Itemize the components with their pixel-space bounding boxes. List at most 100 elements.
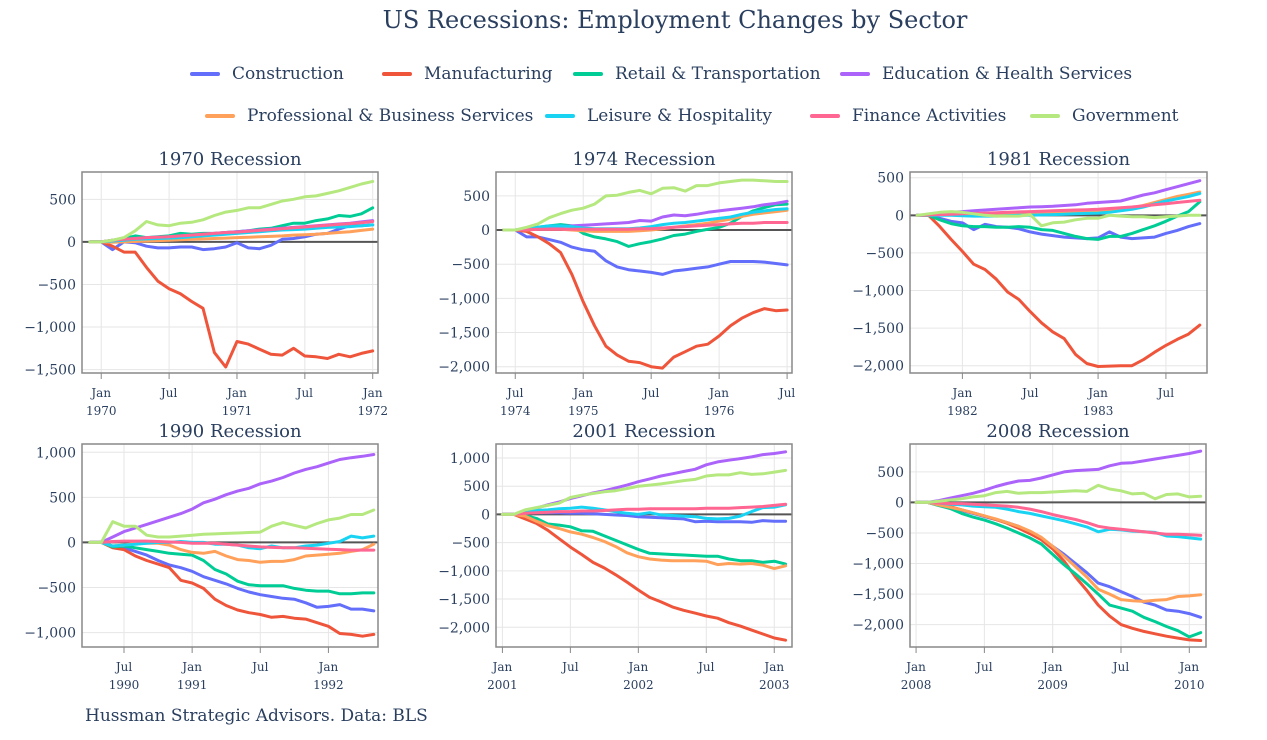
series-line-manufacturing — [500, 512, 788, 642]
y-tick-label: 1,000 — [450, 451, 490, 467]
series-line-government — [88, 179, 375, 244]
y-tick-label: −1,500 — [438, 326, 490, 342]
subplot-title: 2001 Recession — [572, 421, 716, 442]
x-tick-label: Jan — [361, 386, 383, 400]
y-tick-label: 500 — [877, 171, 904, 187]
x-tick-label: Jul — [114, 660, 133, 674]
legend-item[interactable]: Finance Activities — [810, 106, 1006, 126]
y-tick-label: −500 — [38, 277, 76, 293]
x-tick-year: 1975 — [568, 404, 599, 418]
x-tick-label: Jan — [1177, 660, 1199, 674]
y-tick-label: −1,000 — [24, 626, 76, 642]
x-tick-year: 2010 — [1174, 678, 1205, 692]
subplot-title: 1990 Recession — [158, 421, 302, 442]
series-line-manufacturing — [502, 228, 789, 370]
series-line-education-health-services — [914, 449, 1203, 504]
x-tick-year: 2009 — [1037, 678, 1068, 692]
x-tick-year: 1976 — [704, 404, 735, 418]
x-tick-label: Jan — [225, 386, 247, 400]
x-tick-year: 1990 — [109, 678, 140, 692]
legend-label: Manufacturing — [424, 64, 553, 84]
x-tick-label: Jul — [560, 660, 579, 674]
subplot: Jan 1970 Jul Jan 1971 Jul Jan 1972 500 0 −500 −1,00… — [24, 149, 388, 418]
y-tick-label: −1,500 — [438, 592, 490, 608]
y-tick-label: −2,000 — [438, 620, 490, 636]
series-line-retail-transportation — [915, 200, 1202, 241]
series-line-retail-transportation — [88, 540, 376, 596]
legend-item[interactable]: Government — [1030, 106, 1179, 126]
series-line-leisure-hospitality — [500, 503, 788, 521]
x-tick-year: 1983 — [1083, 404, 1114, 418]
series-line-finance-activities — [914, 500, 1203, 537]
subplot: Jan 1982 Jul Jan 1983 Jul 500 0 −500 −1,000 −1,500… — [852, 149, 1208, 418]
x-tick-label: Jan — [904, 660, 926, 674]
series-line-finance-activities — [88, 539, 376, 552]
x-tick-year: 1972 — [357, 404, 388, 418]
x-tick-label: Jan — [491, 660, 513, 674]
y-tick-label: −1,500 — [852, 321, 904, 337]
x-tick-label: Jul — [1020, 386, 1039, 400]
plot-border — [909, 171, 1208, 374]
legend-item[interactable]: Education & Health Services — [840, 64, 1132, 84]
x-tick-label: Jul — [974, 660, 993, 674]
x-tick-label: Jul — [1156, 386, 1175, 400]
legend-item[interactable]: Professional & Business Services — [205, 106, 533, 126]
series-line-government — [88, 508, 376, 544]
x-tick-label: Jul — [295, 386, 314, 400]
y-tick-label: 0 — [895, 495, 904, 511]
x-tick-label: Jul — [1111, 660, 1130, 674]
x-tick-label: Jul — [159, 386, 178, 400]
y-tick-label: −1,500 — [24, 363, 76, 379]
y-tick-label: −500 — [452, 257, 490, 273]
legend-item[interactable]: Manufacturing — [382, 64, 553, 84]
series-line-government — [502, 178, 789, 232]
y-tick-label: 0 — [895, 208, 904, 224]
y-tick-label: −500 — [866, 246, 904, 262]
y-tick-label: −1,000 — [852, 284, 904, 300]
y-tick-label: −500 — [866, 526, 904, 542]
series-line-finance-activities — [502, 221, 789, 232]
x-tick-label: Jul — [505, 386, 524, 400]
series-line-manufacturing — [88, 240, 375, 369]
plot-area — [910, 444, 1206, 647]
legend-item[interactable]: Retail & Transportation — [573, 64, 821, 84]
legend-label: Government — [1072, 106, 1179, 126]
x-tick-year: 1991 — [177, 678, 208, 692]
y-tick-label: −1,500 — [852, 587, 904, 603]
y-tick-label: 0 — [481, 507, 490, 523]
x-tick-label: Jan — [317, 660, 339, 674]
x-tick-label: Jan — [762, 660, 784, 674]
series-line-construction — [88, 540, 376, 613]
y-tick-label: 500 — [49, 490, 76, 506]
chart-title: US Recessions: Employment Changes by Sec… — [382, 6, 968, 34]
x-tick-year: 1982 — [947, 404, 978, 418]
subplot-title: 2008 Recession — [986, 421, 1130, 442]
y-tick-label: −500 — [38, 581, 76, 597]
x-tick-label: Jan — [1041, 660, 1063, 674]
series-line-professional-business-services — [500, 512, 788, 571]
y-tick-label: −2,000 — [852, 618, 904, 634]
y-tick-label: −1,000 — [852, 557, 904, 573]
series-line-finance-activities — [500, 502, 788, 516]
series-line-professional-business-services — [88, 227, 375, 244]
subplot-title: 1981 Recession — [987, 149, 1131, 170]
series-line-construction — [915, 213, 1202, 241]
x-tick-label: Jul — [696, 660, 715, 674]
x-tick-year: 2002 — [623, 678, 654, 692]
legend-item[interactable]: Construction — [190, 64, 344, 84]
series-line-retail-transportation — [914, 500, 1203, 639]
y-tick-label: −500 — [452, 536, 490, 552]
series-line-manufacturing — [915, 213, 1202, 368]
y-tick-label: −1,000 — [438, 291, 490, 307]
legend-item[interactable]: Leisure & Hospitality — [545, 106, 772, 126]
y-tick-label: −2,000 — [852, 359, 904, 375]
plot-border — [495, 443, 793, 648]
plot-area — [82, 172, 378, 373]
legend-label: Professional & Business Services — [247, 106, 534, 126]
plot-border — [495, 171, 793, 374]
x-tick-year: 1970 — [86, 404, 117, 418]
series-line-government — [914, 483, 1203, 504]
y-tick-label: 0 — [67, 235, 76, 251]
